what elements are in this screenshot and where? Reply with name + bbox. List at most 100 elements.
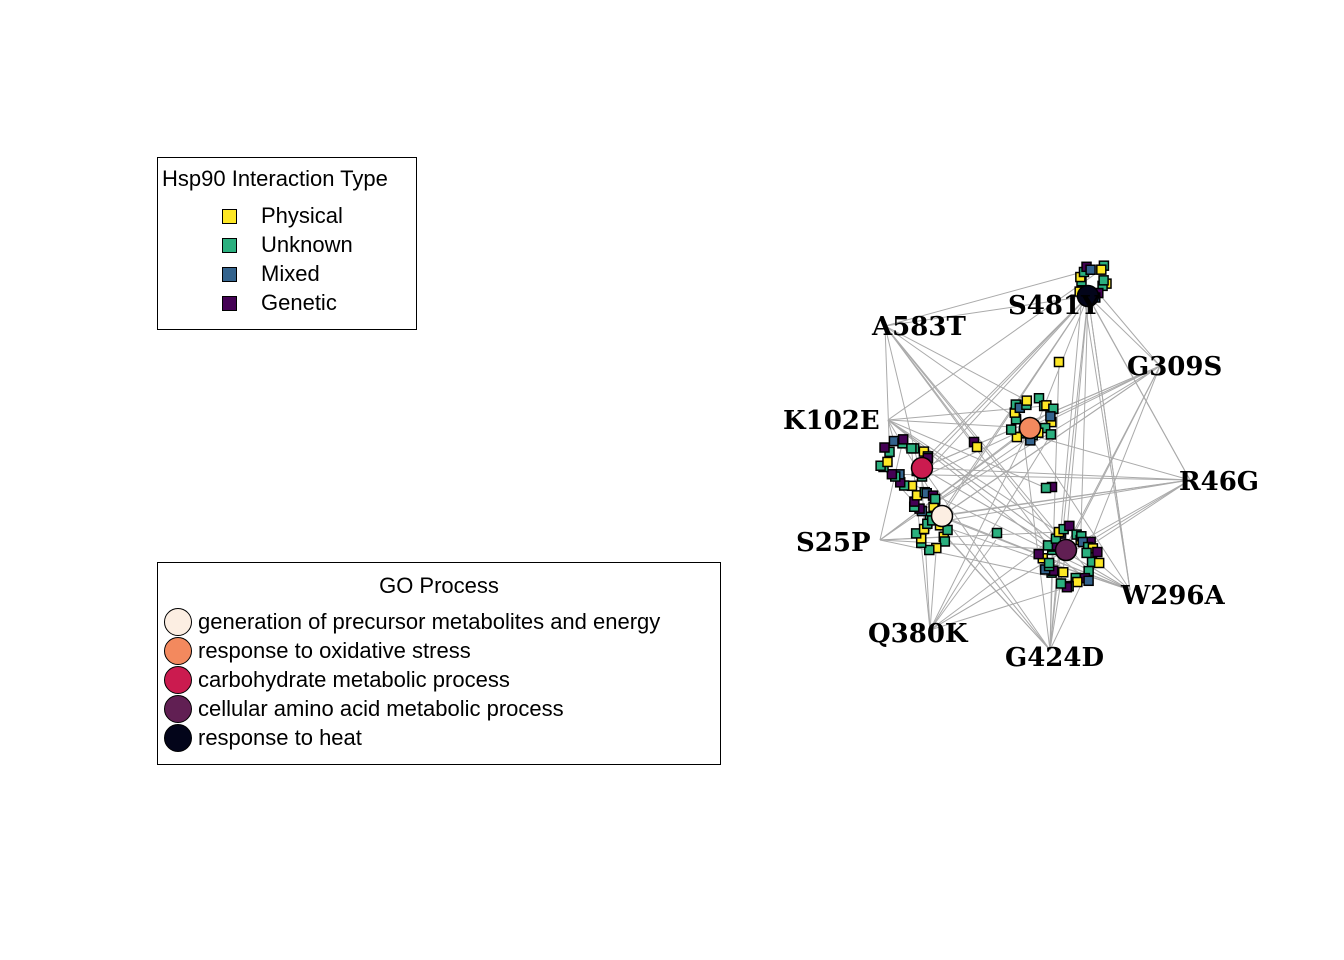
interactor-node-50 [897,434,909,445]
interaction-edge-4 [1049,271,1085,651]
interaction-edge-62 [941,365,1161,517]
interactor-node-118 [971,441,983,453]
interactor-node-115 [1092,546,1103,558]
interactor-node-71 [924,544,935,556]
interactor-node-81 [1093,557,1105,569]
interaction-edge-60 [887,419,1047,489]
interaction-edge-20 [899,473,1191,481]
hub-oxidative-stress [1018,416,1042,440]
interaction-edge-3 [1080,281,1131,591]
legend-item-precursor-metabolites: generation of precursor metabolites and … [164,608,660,636]
interactor-node-45 [882,456,893,468]
interactor-node-96 [1043,557,1055,569]
interaction-legend-title: Hsp90 Interaction Type [162,166,388,191]
interaction-edge-27 [927,295,1089,457]
interaction-edge-5 [884,269,1091,327]
oxidative-circle-icon [164,637,192,665]
interactor-node-84 [1083,575,1094,587]
interactor-node-90 [1057,567,1069,578]
physical-square-icon [222,208,237,224]
mutant-label-q380k: Q380K [868,619,969,649]
heat-circle-icon [164,724,192,752]
hub-precursor-metabolites [930,504,954,528]
interaction-edge-8 [929,434,1052,631]
mutant-labels: S481Y A583T G309S K102E R46G S25P W296A … [783,291,1259,673]
genetic-square-icon [222,295,237,311]
interactor-node-121 [991,527,1003,539]
legend-item-unknown: Unknown [222,231,353,259]
legend-item-amino-acid: cellular amino acid metabolic process [164,695,564,723]
interaction-type-legend: Hsp90 Interaction Type Physical Unknown … [157,157,417,330]
legend-item-oxidative-stress: response to oxidative stress [164,637,471,665]
interaction-edge-90 [929,539,997,631]
interaction-edge-77 [879,539,1067,551]
go-process-hubs [910,284,1100,562]
hub-amino-acid [1054,538,1078,562]
interactor-node-69 [939,536,951,547]
interactor-node-33 [1045,411,1056,422]
mutant-label-g424d: G424D [1005,643,1104,673]
mutant-label-g309s: G309S [1127,352,1222,382]
interaction-edge-87 [1087,295,1131,591]
legend-item-physical: Physical [222,202,343,230]
interactor-node-16 [1045,429,1057,440]
hub-response-to-heat [1076,284,1100,308]
interactor-node-114 [1081,547,1092,559]
mutant-label-s25p: S25P [796,528,871,558]
legend-item-heat: response to heat [164,724,362,752]
interactor-node-97 [1033,548,1044,560]
interaction-edge-66 [884,325,1031,429]
interaction-edge-83 [1049,295,1089,651]
interaction-edge-55 [1090,365,1161,543]
interaction-edge-72 [921,467,1191,481]
interaction-edge-80 [1087,295,1161,367]
interaction-edge-69 [929,427,1031,631]
precursor-circle-icon [164,608,192,636]
interactor-node-28 [1021,395,1033,406]
interaction-edge-74 [921,467,1051,651]
mutant-label-s481y: S481Y [1008,291,1100,321]
interactor-node-42 [886,468,898,480]
network-edges [879,269,1191,651]
interaction-edge-65 [941,515,1051,651]
interactor-node-10 [1085,264,1096,275]
interaction-edge-93 [887,419,1067,551]
interaction-edge-56 [1087,479,1191,548]
interaction-edge-38 [927,479,1191,525]
interaction-edge-91 [1049,549,1067,651]
legend-item-mixed: Mixed [222,260,320,288]
interaction-edge-25 [879,439,904,541]
interaction-edge-51 [887,419,1062,535]
interaction-edge-88 [921,365,1161,469]
interactor-node-48 [888,435,900,447]
interactor-node-12 [1096,264,1107,275]
interaction-edge-1 [1097,292,1161,367]
interactor-node-106 [1064,520,1075,532]
mixed-square-icon [222,266,237,282]
interaction-edge-68 [879,427,1031,541]
hub-carbohydrate [910,456,934,480]
go-process-legend: GO Process generation of precursor metab… [157,562,721,765]
interactor-node-86 [1072,576,1083,588]
interaction-edge-92 [884,295,1089,327]
interaction-edge-81 [1087,295,1191,481]
interactor-node-89 [1055,578,1067,589]
interactor-node-67 [929,493,941,505]
mutant-label-w296a: W296A [1120,581,1225,611]
interactor-node-120 [1040,482,1052,494]
interaction-edge-86 [921,467,1131,591]
interaction-edge-23 [884,325,891,452]
legend-item-carbohydrate: carbohydrate metabolic process [164,666,510,694]
interaction-edge-33 [887,419,934,496]
mutant-label-k102e: K102E [783,406,880,436]
interaction-edge-50 [884,325,1049,546]
interactor-node-47 [879,442,890,453]
interactor-node-22 [1005,424,1017,435]
interactor-nodes [875,260,1112,593]
interaction-edge-35 [929,548,937,631]
interactor-node-52 [906,443,917,454]
interactor-node-116 [1053,356,1065,368]
interaction-edge-84 [1065,365,1161,551]
go-legend-title: GO Process [379,573,499,598]
carbohydrate-circle-icon [164,666,192,694]
